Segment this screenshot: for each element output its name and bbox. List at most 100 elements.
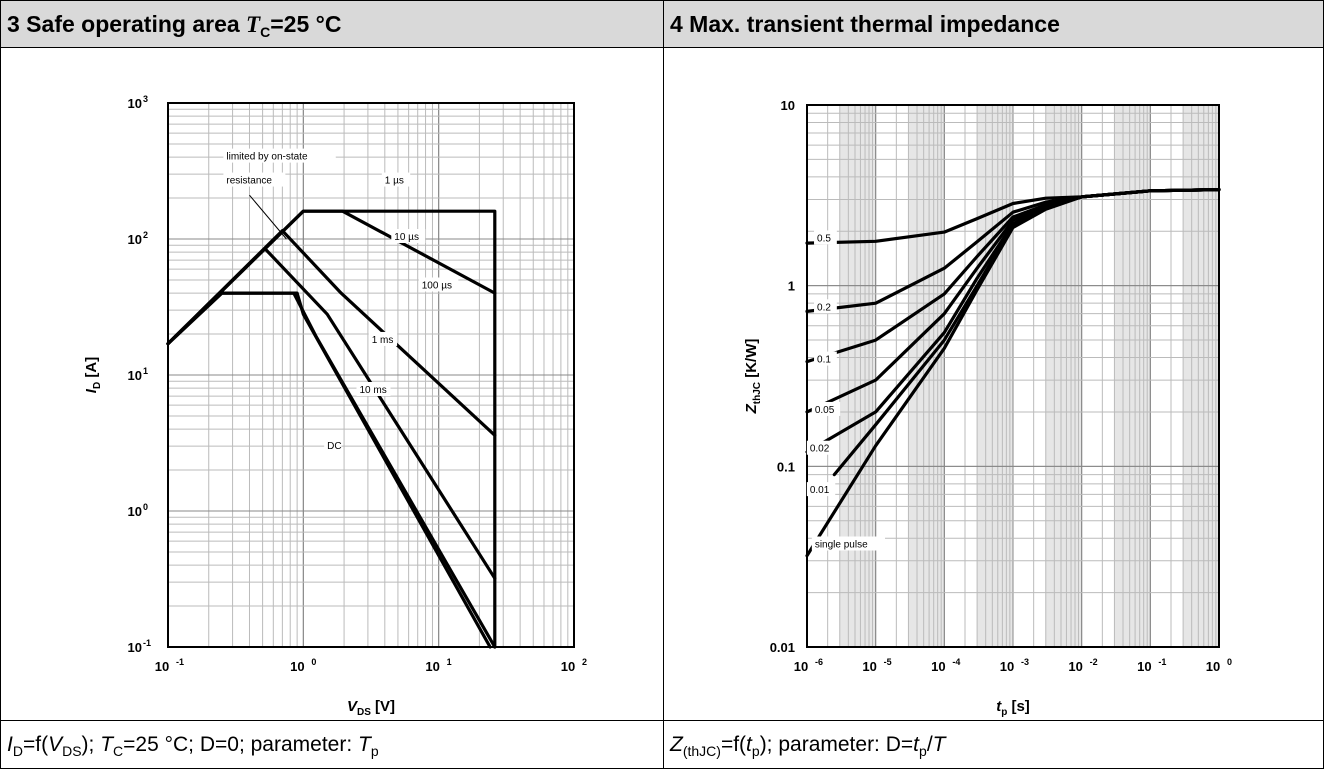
y-axis-subscript: D	[92, 382, 103, 389]
x-tick-exponent: 0	[311, 657, 316, 667]
annotation-bg	[223, 172, 286, 187]
plot-frame	[806, 104, 1220, 648]
series-line	[166, 209, 497, 346]
y-axis-label: ZthJC [K/W]	[743, 339, 763, 415]
x-tick-exponent: -2	[1090, 657, 1098, 667]
x-axis-label: tp [s]	[996, 698, 1030, 718]
decade-band	[1183, 105, 1219, 647]
annotation-bg	[814, 299, 837, 314]
x-tick-exponent: -4	[952, 657, 960, 667]
x-axis-subscript: DS	[357, 707, 371, 718]
y-tick-label: 10	[128, 504, 142, 519]
cap-r-a: =f(	[720, 733, 747, 756]
x-tick-exponent: -5	[884, 657, 892, 667]
x-tick-label: 10	[425, 659, 439, 674]
annotation-bg	[806, 440, 836, 455]
x-tick-label: 10	[1000, 659, 1014, 674]
x-axis-symbol: t	[996, 698, 1002, 715]
x-tick-exponent: -6	[815, 657, 823, 667]
annotation-bg	[223, 148, 336, 163]
annotation-bg	[391, 229, 426, 243]
x-axis-subscript: p	[1001, 707, 1007, 718]
cap-r-Z: Z	[670, 733, 683, 756]
decade-band	[1045, 105, 1082, 647]
y-axis-label: ID [A]	[83, 357, 103, 393]
cap-r-t: t	[746, 733, 752, 756]
cap-l-T: T	[100, 733, 114, 756]
left-title-T: T	[246, 12, 261, 37]
annotation-bg	[806, 482, 836, 497]
y-tick-label: 0.01	[770, 640, 795, 655]
cap-l-I: I	[7, 733, 13, 756]
annotation-bg	[368, 331, 398, 346]
cap-l-a: =f(	[22, 733, 49, 756]
x-tick-exponent: -1	[176, 657, 184, 667]
y-tick-label: 10	[128, 96, 142, 111]
annotation-label: DC	[327, 441, 341, 452]
y-axis-symbol: I	[83, 388, 100, 393]
series-line	[166, 291, 492, 649]
cap-r-c: /	[926, 733, 933, 756]
y-tick-label: 10	[128, 232, 142, 247]
x-tick-exponent: 2	[582, 657, 587, 667]
y-tick-exponent: 3	[143, 94, 148, 104]
cap-r-t-sub: p	[751, 743, 760, 759]
annotation-label: 10 ms	[359, 385, 386, 396]
annotation-bg	[418, 277, 459, 292]
grid	[167, 102, 575, 648]
x-tick-label: 10	[561, 659, 575, 674]
annotation-label: 0.01	[810, 485, 830, 496]
annotation-bg	[811, 536, 886, 551]
x-axis-label: VDS [V]	[347, 698, 395, 718]
annotation-bg	[324, 438, 342, 453]
left-panel-title: 3 Safe operating area TC=25 °C	[0, 0, 664, 48]
x-tick-label: 10	[290, 659, 304, 674]
annotation-bg	[814, 230, 837, 245]
decade-band	[1114, 105, 1151, 647]
y-tick-exponent: 2	[143, 230, 148, 240]
annotation-label: 0.02	[810, 444, 830, 455]
cap-l-Tp: T	[358, 733, 371, 756]
annotation-label: 0.05	[815, 405, 835, 416]
x-tick-label: 10	[1068, 659, 1082, 674]
x-tick-exponent: 0	[1227, 657, 1232, 667]
x-axis-symbol: V	[347, 698, 359, 715]
left-title-prefix: 3 Safe operating area	[7, 11, 247, 37]
left-title-suffix: =25 °C	[270, 11, 342, 37]
annotation-label: 0.2	[817, 302, 831, 313]
leader-line	[249, 194, 287, 240]
annotation-label: resistance	[226, 176, 272, 187]
y-tick-label: 10	[781, 98, 795, 113]
series-line	[805, 188, 1221, 558]
grid	[806, 104, 1220, 648]
y-axis-symbol: Z	[743, 403, 760, 414]
x-tick-exponent: -1	[1158, 657, 1166, 667]
annotation-bg	[381, 172, 411, 187]
cap-r-Z-sub: (thJC)	[682, 743, 721, 759]
decade-band	[977, 105, 1013, 647]
annotation-label: 0.5	[817, 233, 831, 244]
y-axis-unit: [A]	[83, 357, 100, 382]
x-tick-label: 10	[794, 659, 808, 674]
annotation-bg	[811, 401, 841, 416]
x-tick-exponent: 1	[447, 657, 452, 667]
y-tick-label: 10	[128, 640, 142, 655]
cap-l-V-sub: DS	[62, 743, 82, 759]
right-panel-title: 4 Max. transient thermal impedance	[663, 0, 1324, 48]
left-title-sub: C	[260, 24, 271, 40]
series-line	[166, 229, 497, 437]
y-tick-exponent: 0	[143, 502, 148, 512]
annotation-bg	[814, 351, 837, 366]
x-tick-exponent: -3	[1021, 657, 1029, 667]
plot-frame	[167, 102, 575, 648]
cap-l-I-sub: D	[12, 743, 23, 759]
x-tick-label: 10	[1137, 659, 1151, 674]
annotation-label: 1 ms	[372, 335, 394, 346]
x-tick-label: 10	[1206, 659, 1220, 674]
cap-r-t2: t	[913, 733, 920, 756]
annotation-label: limited by on-state	[226, 152, 308, 163]
y-tick-label: 0.1	[777, 459, 795, 474]
